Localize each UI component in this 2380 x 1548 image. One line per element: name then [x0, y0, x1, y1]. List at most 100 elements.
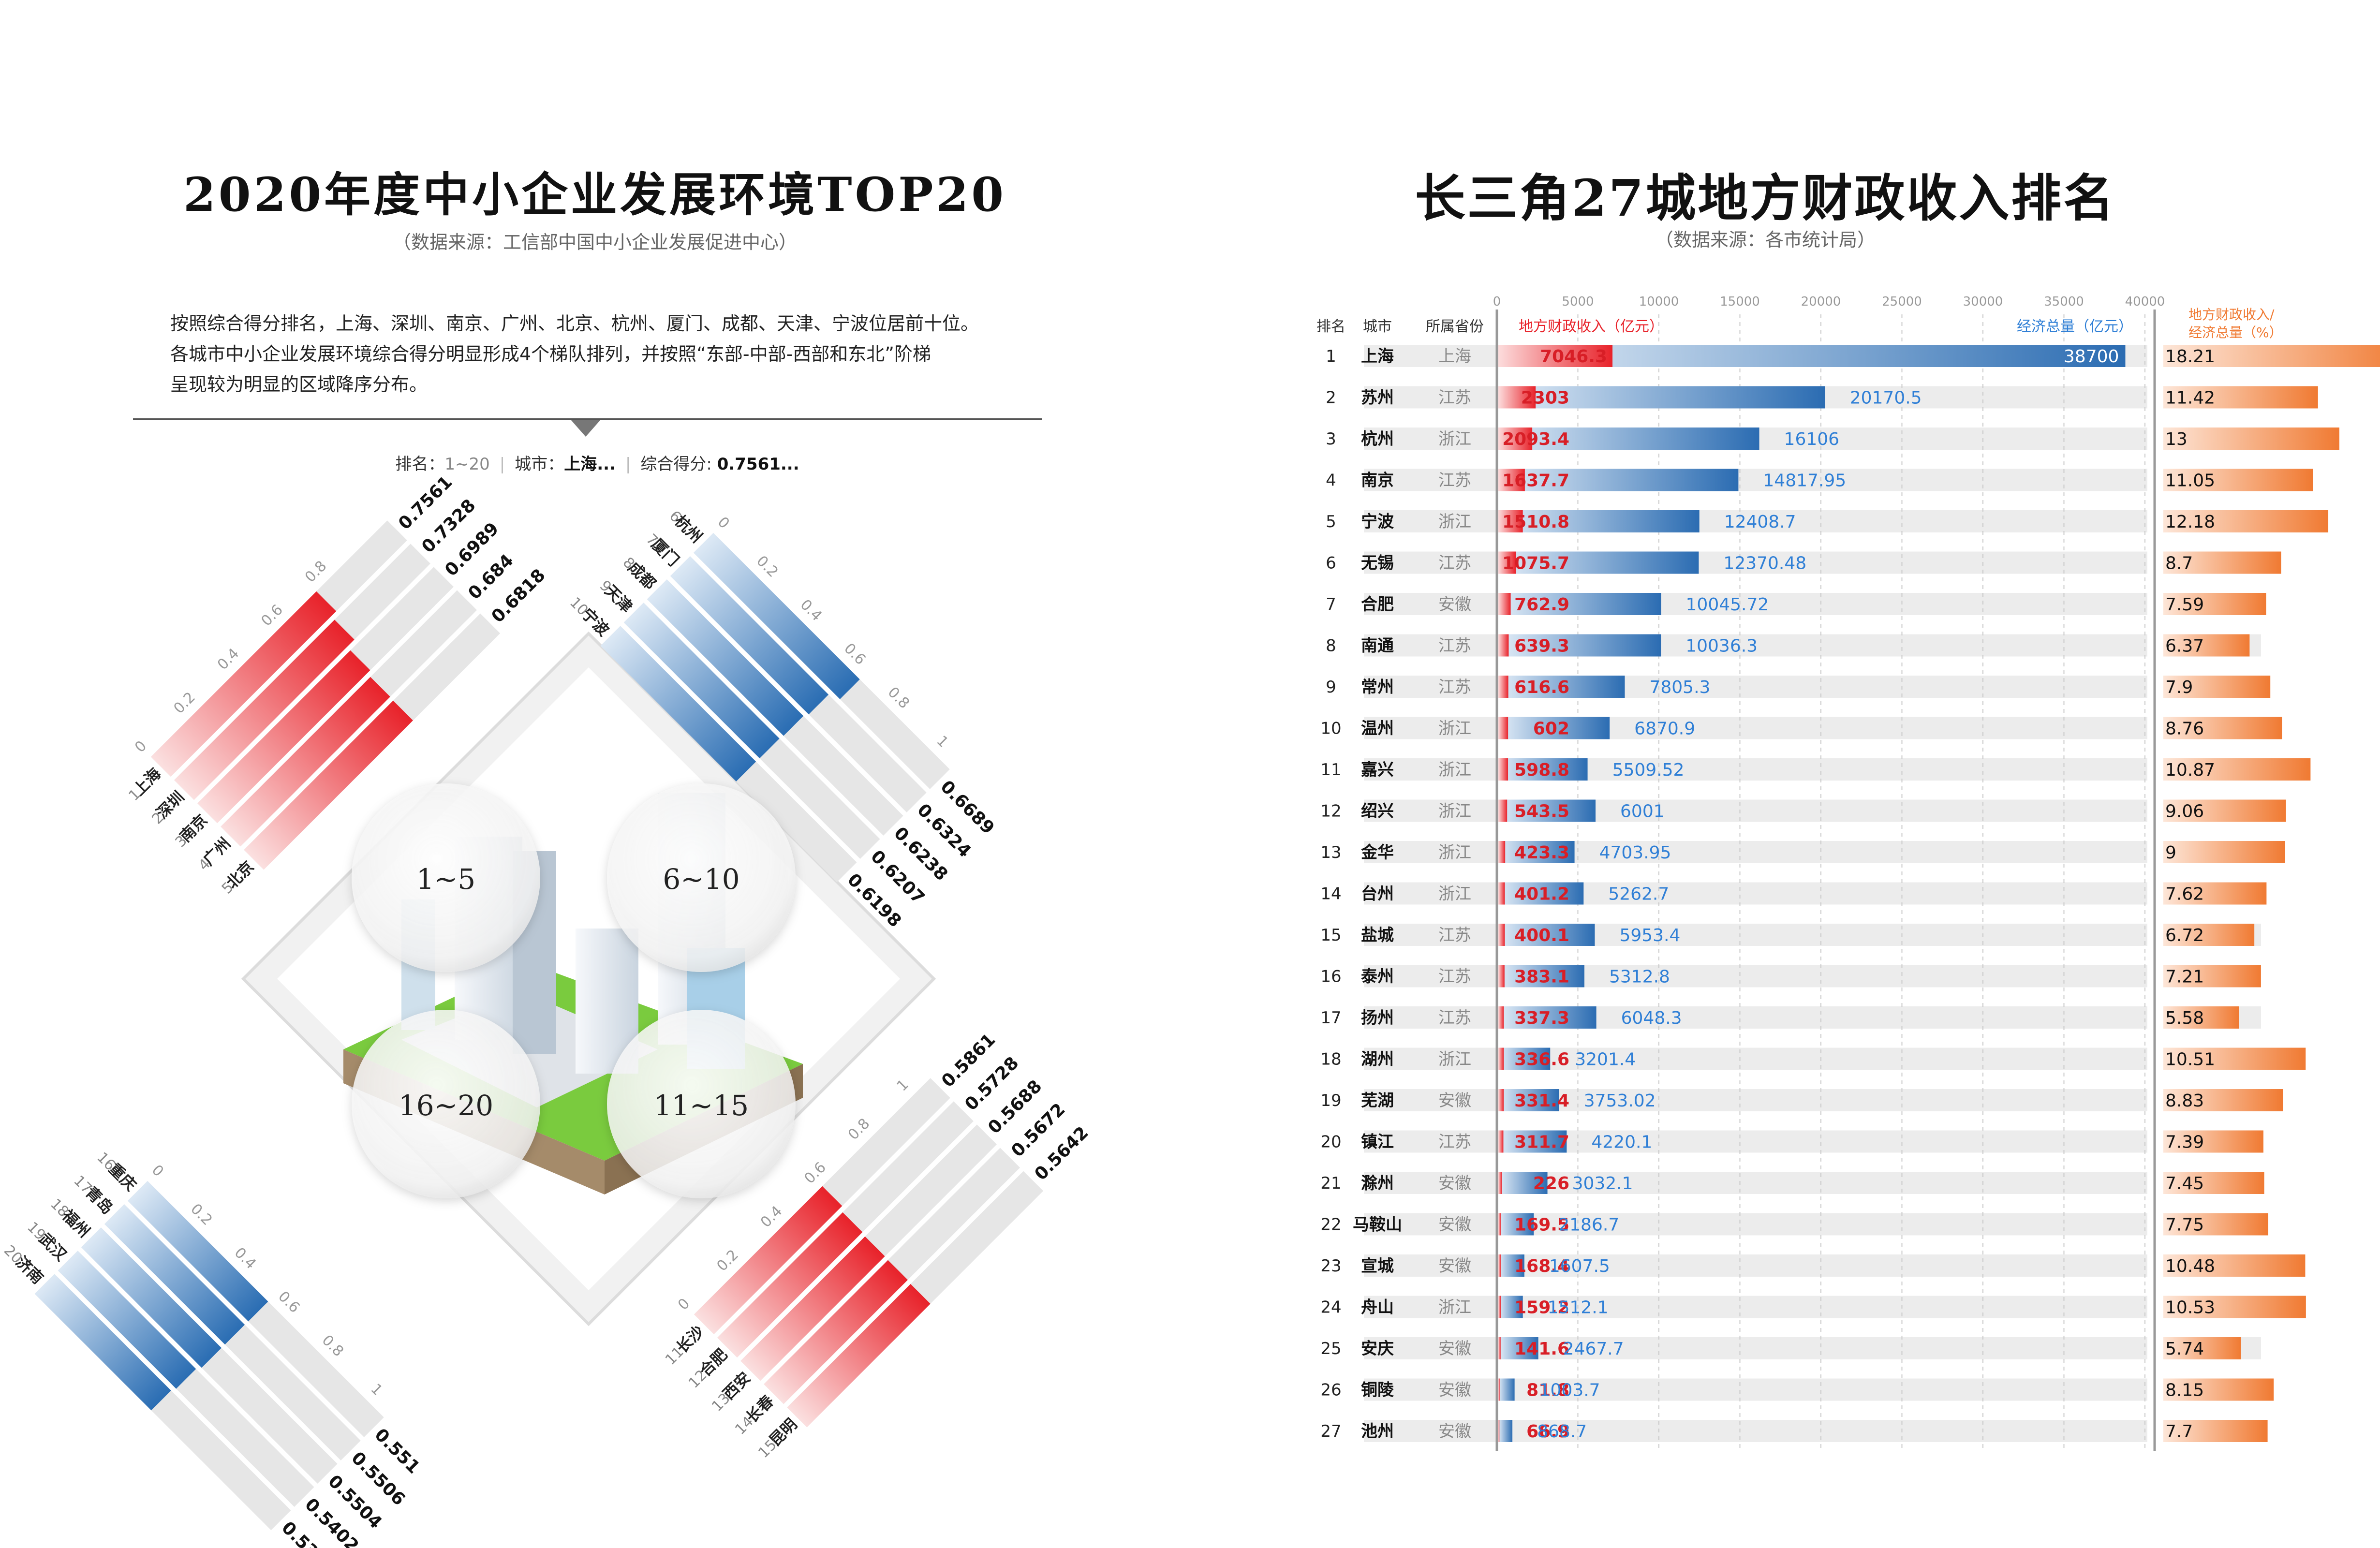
ratio-bar [2163, 758, 2311, 781]
gdp-value-label: 3201.4 [1575, 1050, 1636, 1070]
province-label: 江苏 [1438, 1008, 1471, 1028]
ratio-value-label: 10.87 [2165, 760, 2215, 780]
gdp-value-label: 2186.7 [1558, 1215, 1619, 1235]
fiscal-bar [1498, 551, 1516, 574]
province-label: 江苏 [1438, 471, 1471, 490]
tier-circle-11-15: 11~15 [607, 1010, 796, 1198]
fiscal-bar [1498, 510, 1523, 532]
bar [104, 1204, 245, 1345]
ratio-value-label: 11.05 [2165, 471, 2215, 491]
ratio-value-label: 18.21 [2165, 347, 2215, 367]
province-label: 浙江 [1438, 885, 1471, 904]
ratio-value-label: 8.7 [2165, 554, 2193, 574]
rank-label: 25 [1320, 1339, 1341, 1358]
gdp-bar [1498, 882, 1584, 905]
ratio-value-label: 7.75 [2165, 1215, 2204, 1235]
rank-label: 26 [1320, 1381, 1341, 1400]
gdp-value-label: 6048.3 [1621, 1008, 1682, 1028]
gdp-bar [1498, 758, 1588, 781]
left-divider-notch [571, 420, 600, 437]
ratio-bar [2163, 676, 2271, 698]
ratio-bar [2163, 841, 2285, 863]
tick-label: 0.2 [170, 689, 198, 717]
gdp-bar [1498, 799, 1596, 822]
gdp-bar [1498, 1089, 1559, 1111]
province-label: 浙江 [1438, 1050, 1471, 1069]
fiscal-bar [1498, 1296, 1501, 1318]
left-source: （数据来源：工信部中国中小企业发展促进中心） [392, 232, 797, 253]
city-label: 马鞍山 [1353, 1215, 1402, 1235]
fiscal-value-label: 762.9 [1514, 595, 1569, 615]
bar [787, 1284, 931, 1428]
rank-label: 27 [1320, 1422, 1341, 1441]
rank-label: 20 [1320, 1133, 1341, 1152]
legend-rank-label: 排名： [395, 455, 445, 474]
bar [600, 626, 756, 781]
city-label: 滁州 [1361, 1174, 1394, 1193]
row-band [1364, 924, 2147, 946]
ratio-bar [2163, 1172, 2264, 1194]
fiscal-bar [1498, 1213, 1501, 1236]
row-band [1364, 593, 2147, 615]
ratio-bar [2163, 799, 2286, 822]
rank-label: 21 [1320, 1174, 1341, 1193]
ratio-value-label: 7.39 [2165, 1133, 2204, 1152]
row-band [1364, 1337, 2147, 1359]
bar [717, 1212, 863, 1358]
row-band [1364, 799, 2147, 822]
fiscal-value-label: 169.5 [1514, 1215, 1569, 1235]
bar [197, 650, 370, 824]
province-label: 浙江 [1438, 429, 1471, 449]
province-label: 安徽 [1438, 595, 1471, 614]
fiscal-value-label: 602 [1533, 719, 1569, 739]
city-label: 扬州 [1361, 1008, 1394, 1028]
fiscal-value-label: 1637.7 [1502, 471, 1569, 491]
fiscal-bar [1498, 1006, 1504, 1029]
fiscal-bar [1498, 841, 1506, 863]
province-label: 安徽 [1438, 1174, 1471, 1193]
row-band [1364, 1213, 2147, 1236]
gdp-value-label: 5312.8 [1609, 967, 1670, 987]
rank-label: 11 [1320, 760, 1341, 780]
fiscal-bar [1498, 1254, 1501, 1277]
ratio-bar [2163, 345, 2380, 367]
city-label: 杭州 [1361, 429, 1394, 449]
city-label: 常州 [1361, 678, 1394, 697]
x-tick-label: 15000 [1720, 295, 1760, 309]
rank-label: 19 [1320, 1091, 1341, 1110]
bar [244, 700, 413, 870]
province-label: 上海 [1438, 347, 1471, 366]
tick-label: 0.2 [187, 1200, 215, 1228]
fiscal-value-label: 639.3 [1514, 636, 1569, 656]
gdp-value-label: 1512.1 [1548, 1298, 1609, 1318]
fiscal-bar [1498, 1047, 1504, 1070]
gdp-value-label: 12370.48 [1723, 554, 1806, 574]
fiscal-value-label: 66.9 [1526, 1422, 1569, 1442]
right-title: 长三角27城地方财政收入排名 [1415, 168, 2116, 228]
tick-label: 0.6 [801, 1159, 829, 1187]
fiscal-value-label: 1075.7 [1502, 554, 1569, 574]
row-band [1364, 1296, 2147, 1318]
bar-group-16~20: 00.20.40.60.8116重庆0.55117青岛0.550618福州0.5… [0, 1149, 424, 1548]
ratio-value-label: 5.74 [2165, 1339, 2204, 1359]
tick-label: 0.2 [713, 1246, 741, 1274]
city-label: 盐城 [1361, 926, 1394, 945]
gdp-value-label: 3753.02 [1584, 1091, 1656, 1111]
city-label: 无锡 [1361, 554, 1394, 573]
ratio-value-label: 7.62 [2165, 885, 2204, 904]
gdp-bar [1498, 1420, 1513, 1442]
gdp-value-label: 10036.3 [1685, 636, 1758, 656]
gdp-value-label: 1607.5 [1549, 1256, 1610, 1276]
fiscal-bar [1498, 965, 1505, 988]
rank-label: 5 [1326, 512, 1336, 531]
fiscal-value-label: 543.5 [1514, 802, 1569, 822]
gdp-value-label: 1003.7 [1539, 1381, 1600, 1401]
province-label: 江苏 [1438, 678, 1471, 697]
fiscal-bar [1498, 469, 1525, 491]
fiscal-bar [1498, 1337, 1501, 1359]
bar [623, 603, 780, 759]
x-tick-label: 5000 [1562, 295, 1594, 309]
fiscal-bar [1498, 882, 1505, 905]
fiscal-bar [1498, 758, 1508, 781]
legend-city-value: 上海... [564, 455, 616, 474]
